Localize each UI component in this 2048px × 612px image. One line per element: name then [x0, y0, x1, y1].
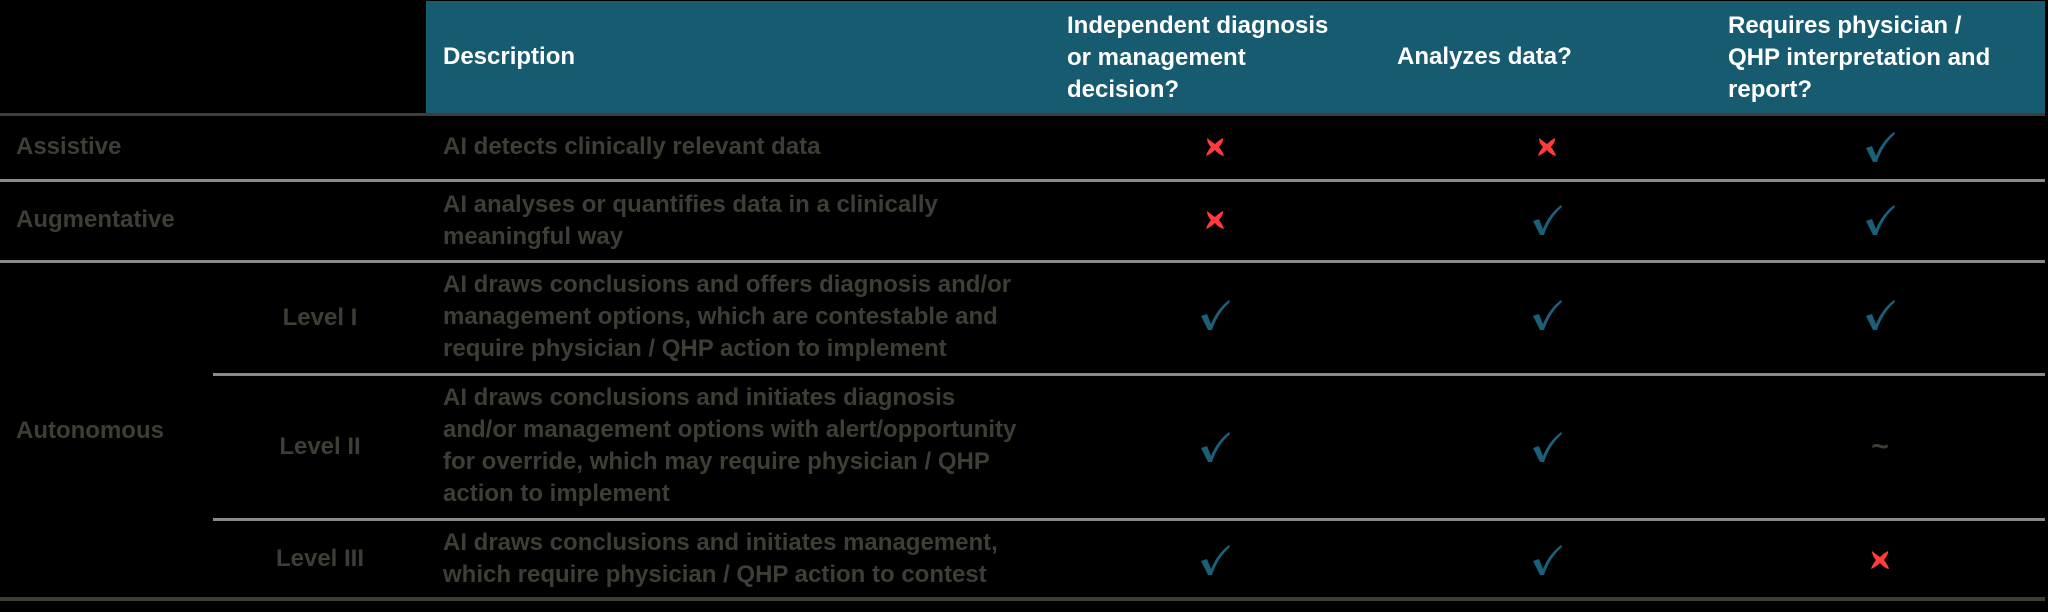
cross-icon [1860, 540, 1900, 580]
description-line: AI analyses or quantifies data in a clin… [443, 191, 938, 218]
cross-icon [1195, 200, 1235, 240]
description-line: require physician / QHP action to implem… [443, 335, 947, 362]
check-icon [1527, 200, 1567, 240]
header-line: Requires physician / [1728, 12, 1962, 39]
row-divider [0, 179, 2045, 182]
description-level-3: AI draws conclusions and initiates manag… [443, 527, 1063, 591]
description-line: AI draws conclusions and offers diagnosi… [443, 271, 1012, 298]
level-3: Level III [275, 545, 365, 572]
check-icon [1195, 540, 1235, 580]
description-line: which require physician / QHP action to … [443, 561, 987, 588]
category-augmentative: Augmentative [16, 206, 175, 233]
description-line: and/or management options with alert/opp… [443, 416, 1017, 443]
description-line: management options, which are contestabl… [443, 303, 998, 330]
description-level-2: AI draws conclusions and initiates diagn… [443, 382, 1063, 510]
check-icon [1527, 427, 1567, 467]
cross-icon [1527, 127, 1567, 167]
description-augmentative: AI analyses or quantifies data in a clin… [443, 189, 1063, 253]
row-divider [213, 373, 2045, 376]
description-line: meaningful way [443, 223, 624, 250]
row-divider [213, 518, 2045, 521]
cross-icon [1195, 127, 1235, 167]
check-icon [1860, 295, 1900, 335]
check-icon [1860, 127, 1900, 167]
header-line: or management [1067, 44, 1246, 71]
table-bottom-border [0, 597, 2045, 601]
header-line: report? [1728, 76, 1812, 103]
description-line: action to implement [443, 480, 670, 507]
description-line: AI draws conclusions and initiates manag… [443, 529, 998, 556]
header-description: Description [443, 43, 576, 70]
description-line: AI detects clinically relevant data [443, 133, 821, 160]
level-1: Level I [282, 304, 358, 331]
level-2: Level II [279, 433, 361, 460]
tilde-icon: ~ [1871, 430, 1889, 463]
category-autonomous: Autonomous [16, 417, 164, 444]
header-analyzes-data: Analyzes data? [1397, 43, 1572, 70]
description-assistive: AI detects clinically relevant data [443, 131, 1063, 163]
header-line: decision? [1067, 76, 1180, 103]
category-assistive: Assistive [16, 133, 122, 160]
check-icon [1860, 200, 1900, 240]
check-icon [1195, 427, 1235, 467]
description-level-1: AI draws conclusions and offers diagnosi… [443, 269, 1063, 365]
description-line: AI draws conclusions and initiates diagn… [443, 384, 956, 411]
check-icon [1527, 540, 1567, 580]
row-divider [0, 260, 2045, 263]
header-independent-decision: Independent diagnosis or management deci… [1067, 10, 1328, 106]
description-line: for override, which may require physicia… [443, 448, 990, 475]
header-requires-physician: Requires physician / QHP interpretation … [1728, 10, 1990, 106]
check-icon [1527, 295, 1567, 335]
table-header [426, 1, 2045, 113]
header-line: Independent diagnosis [1067, 12, 1329, 39]
check-icon [1195, 295, 1235, 335]
header-line: QHP interpretation and [1728, 44, 1991, 71]
header-border [0, 113, 2045, 116]
